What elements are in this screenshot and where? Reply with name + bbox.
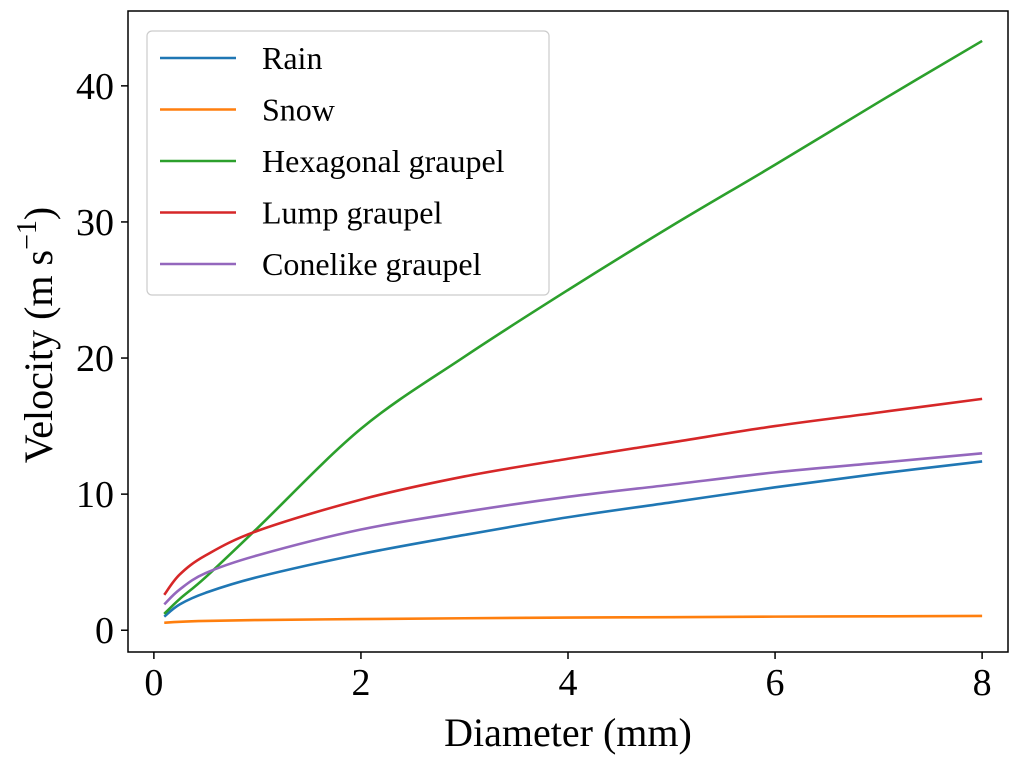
y-tick-label: 20: [76, 338, 114, 380]
y-tick-label: 30: [76, 202, 114, 244]
legend-label: Snow: [262, 92, 335, 128]
legend-label: Conelike graupel: [262, 246, 482, 282]
x-axis: 0 2 4 6 8: [144, 652, 992, 704]
y-tick-label: 10: [76, 474, 114, 516]
legend-label: Lump graupel: [262, 195, 443, 231]
x-tick-label: 6: [766, 662, 785, 704]
y-tick-label: 0: [95, 610, 114, 652]
legend-item: Conelike graupel: [160, 246, 482, 282]
series-line-conelike-graupel: [163, 452, 983, 606]
x-axis-title: Diameter (mm): [444, 710, 692, 755]
series-line-hexagonal-graupel: [163, 39, 983, 615]
legend-label: Hexagonal graupel: [262, 143, 505, 179]
legend-item: Hexagonal graupel: [160, 143, 505, 179]
legend-item: Rain: [160, 40, 322, 76]
x-tick-label: 8: [973, 662, 992, 704]
y-tick-label: 40: [76, 66, 114, 108]
y-axis-title-text: Velocity (m s: [16, 250, 61, 463]
legend: Rain Snow Hexagonal graupel Lump graupel Con…: [146, 30, 550, 296]
x-tick-label: 4: [559, 662, 578, 704]
x-tick-label: 2: [351, 662, 370, 704]
series-line-rain: [163, 460, 983, 618]
series-line-snow: [164, 614, 983, 625]
y-axis: 0 10 20 30 40: [76, 66, 128, 652]
x-tick-label: 0: [144, 662, 163, 704]
series-lines: [163, 39, 983, 625]
legend-box: [146, 30, 550, 296]
y-axis-title: Velocity (m s−1): [12, 207, 61, 463]
series-line-lump-graupel: [163, 397, 983, 596]
legend-label: Rain: [262, 40, 322, 76]
legend-item: Snow: [160, 92, 335, 128]
y-axis-title-exponent: −1: [12, 220, 43, 250]
legend-item: Lump graupel: [160, 195, 443, 231]
y-axis-title-close: ): [16, 207, 61, 220]
